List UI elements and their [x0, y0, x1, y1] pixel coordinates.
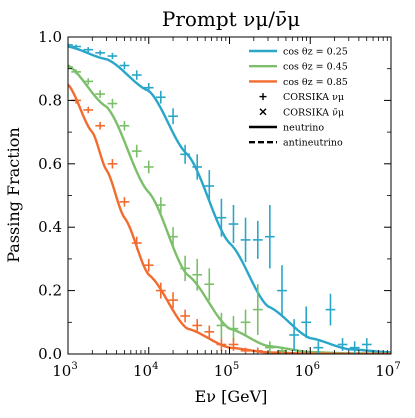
- y-tick-label: 0.4: [38, 218, 62, 236]
- data-point: [252, 347, 263, 354]
- data-point: [301, 306, 312, 339]
- x-tick-label: 105: [214, 361, 239, 380]
- legend-label: CORSIKA ν̄μ: [283, 107, 344, 118]
- legend-label: cos θz = 0.45: [283, 62, 348, 73]
- data-point: [95, 90, 105, 98]
- data-point: [277, 347, 287, 354]
- data-point: [131, 144, 142, 158]
- legend-label: CORSIKA νμ: [283, 92, 344, 103]
- legend-entry: CORSIKA ν̄μ: [259, 107, 344, 118]
- data-point: [180, 144, 190, 164]
- legend-entry: neutrino: [249, 123, 324, 134]
- data-point: [228, 205, 239, 244]
- x-axis-label: Eν [GeV]: [195, 387, 268, 406]
- data-point: [68, 64, 73, 70]
- legend-entry: CORSIKA νμ: [259, 92, 344, 103]
- data-point: [216, 198, 227, 237]
- data-point: [240, 217, 251, 263]
- legend-entry: cos θz = 0.25: [249, 47, 348, 58]
- legend-label: neutrino: [283, 123, 324, 134]
- data-point: [168, 227, 178, 247]
- legend-entry: antineutrino: [249, 138, 343, 149]
- y-tick-label: 0.2: [38, 282, 62, 300]
- data-point: [107, 159, 118, 169]
- legend-entry: cos θz = 0.45: [249, 62, 348, 73]
- data-point: [71, 44, 81, 49]
- data-point: [228, 315, 239, 342]
- data-point: [240, 347, 251, 354]
- data-point: [119, 61, 130, 70]
- data-point: [95, 121, 105, 130]
- legend-cross-marker: [259, 108, 267, 116]
- x-tick-label: 107: [375, 361, 400, 380]
- data-point: [68, 43, 73, 47]
- data-point: [192, 154, 203, 180]
- y-axis: 0.0 0.2 0.4 0.6 0.8 1.0: [38, 28, 391, 363]
- y-tick-label: 0.0: [38, 345, 62, 363]
- data-point: [168, 108, 178, 125]
- data-point: [349, 341, 360, 354]
- data-point: [168, 292, 178, 309]
- data-point: [204, 325, 215, 339]
- legend-entry: cos θz = 0.85: [249, 77, 348, 88]
- data-point: [107, 98, 118, 109]
- data-point: [83, 47, 94, 53]
- data-point: [325, 293, 336, 326]
- data-point: [216, 338, 227, 351]
- data-point: [289, 319, 299, 351]
- data-point: [252, 284, 263, 335]
- y-tick-label: 1.0: [38, 28, 62, 46]
- data-point: [180, 309, 190, 323]
- data-point: [192, 258, 203, 291]
- data-point: [180, 255, 190, 282]
- data-point: [143, 160, 154, 174]
- data-point: [155, 282, 166, 299]
- data-point: [252, 220, 263, 259]
- data-point: [313, 341, 324, 354]
- data-point: [83, 78, 94, 85]
- y-tick-label: 0.6: [38, 155, 62, 173]
- x-tick-label: 103: [52, 361, 77, 380]
- data-point: [204, 268, 215, 301]
- data-point: [216, 312, 227, 339]
- y-tick-label: 0.8: [38, 91, 62, 109]
- legend: cos θz = 0.25 cos θz = 0.45 cos θz = 0.85 C…: [249, 47, 348, 149]
- data-point: [95, 50, 105, 56]
- data-point: [107, 52, 118, 60]
- plot-area: [68, 43, 391, 354]
- chart-title: Prompt νμ/ν̄μ: [162, 7, 300, 31]
- data-point: [131, 236, 142, 250]
- series-curve-0: [68, 45, 391, 354]
- x-tick-label: 106: [295, 361, 320, 380]
- data-point: [71, 69, 81, 75]
- data-point: [228, 338, 239, 351]
- data-point: [155, 90, 166, 104]
- x-axis: 103 104 105 106 107: [52, 37, 401, 380]
- y-axis-label: Passing Fraction: [4, 127, 23, 263]
- data-point: [204, 170, 215, 202]
- data-point: [277, 265, 287, 316]
- data-point: [143, 82, 154, 93]
- data-point: [143, 258, 154, 272]
- legend-label: cos θz = 0.85: [283, 77, 348, 88]
- data-point: [119, 121, 130, 131]
- data-point: [83, 106, 94, 114]
- legend-label: antineutrino: [283, 138, 343, 149]
- data-point: [361, 338, 372, 351]
- x-tick-label: 104: [133, 361, 158, 380]
- data-point: [119, 197, 130, 207]
- legend-label: cos θz = 0.25: [283, 47, 348, 58]
- data-point: [192, 319, 203, 332]
- data-point: [240, 309, 251, 335]
- data-point: [265, 205, 275, 269]
- data-point: [131, 70, 142, 80]
- data-point: [265, 341, 275, 354]
- data-point: [155, 197, 166, 213]
- data-point: [337, 338, 348, 351]
